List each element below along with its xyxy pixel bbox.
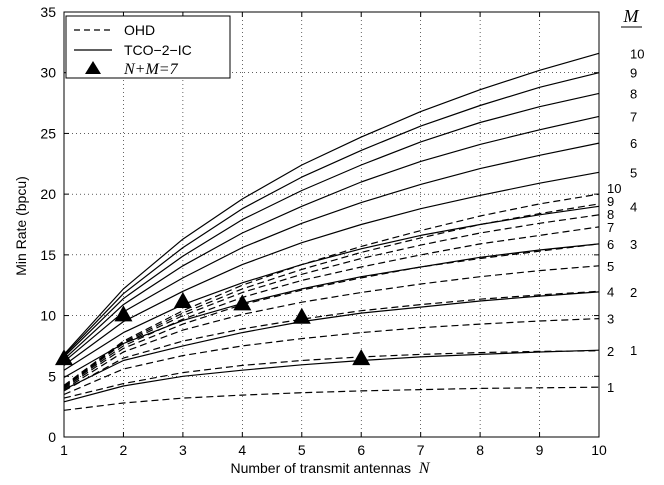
legend-triangle-icon <box>85 61 101 74</box>
tco-series-line-m3 <box>63 243 600 379</box>
ohd-series-line-m2 <box>63 350 600 399</box>
right-axis-header: M <box>623 6 640 26</box>
triangle-marker <box>292 307 311 324</box>
x-tick-label: 1 <box>60 442 68 458</box>
tco-series-line-m8 <box>63 92 600 358</box>
tco-series-line-m4 <box>63 205 600 371</box>
plot-frame <box>63 11 600 438</box>
tco-m-label: 4 <box>630 199 637 214</box>
ohd-m-label: 1 <box>607 380 614 395</box>
x-tick-label: 5 <box>298 442 306 458</box>
legend-tco-label: TCO−2−IC <box>124 42 192 58</box>
tco-m-label: 10 <box>630 46 644 61</box>
tco-m-label: 7 <box>630 109 637 124</box>
tco-m-label: 2 <box>630 285 637 300</box>
triangle-marker <box>114 305 133 322</box>
y-tick-label: 0 <box>48 429 56 445</box>
ohd-series-line-m1 <box>63 386 600 411</box>
triangle-marker <box>352 349 371 366</box>
ohd-m-label: 2 <box>607 344 614 359</box>
x-tick-label: 2 <box>120 442 128 458</box>
tco-m-label: 3 <box>630 237 637 252</box>
triangle-marker <box>173 292 192 308</box>
series-layer <box>63 52 600 411</box>
ohd-m-label: 4 <box>607 284 614 299</box>
y-axis-label: Min Rate (bpcu) <box>13 176 29 276</box>
y-tick-label: 10 <box>40 308 56 324</box>
ohd-m-label: 9 <box>607 194 614 209</box>
y-tick-label: 5 <box>48 368 56 384</box>
x-tick-label: 10 <box>591 442 607 458</box>
y-tick-label: 30 <box>40 65 56 81</box>
ohd-m-label: 10 <box>607 181 621 196</box>
y-tick-label: 35 <box>40 4 56 20</box>
ohd-series-line-m6 <box>63 243 600 389</box>
ohd-m-label: 5 <box>607 259 614 274</box>
y-tick-label: 20 <box>40 186 56 202</box>
x-axis-label: Number of transmit antennas N <box>230 460 430 477</box>
y-tick-label: 25 <box>40 125 56 141</box>
svg-text:Number of transmit antennas: Number of transmit antennas N <box>230 460 430 477</box>
x-axis-label-var: N <box>418 460 431 477</box>
legend: OHD TCO−2−IC N+M=7 <box>65 15 231 79</box>
ohd-series-line-m9 <box>63 203 600 387</box>
tco-series-line-m10 <box>63 52 600 355</box>
tco-series-line-m1 <box>63 349 600 403</box>
y-tick-label: 15 <box>40 247 56 263</box>
ohd-m-label: 6 <box>607 237 614 252</box>
tco-series-line-m6 <box>63 142 600 363</box>
ohd-m-label: 8 <box>607 207 614 222</box>
ohd-series-line-m5 <box>63 265 600 391</box>
tco-m-label: 9 <box>630 66 637 81</box>
x-axis-label-text: Number of transmit antennas <box>230 460 411 476</box>
ohd-m-label: 3 <box>607 312 614 327</box>
legend-ohd-label: OHD <box>124 22 155 38</box>
ohd-m-label: 7 <box>607 220 614 235</box>
x-tick-label: 4 <box>238 442 246 458</box>
triangle-marker <box>233 294 252 311</box>
tco-m-label: 1 <box>630 343 637 358</box>
ohd-series-line-m8 <box>63 214 600 388</box>
tco-series-line-m7 <box>63 115 600 360</box>
legend-marker-label: N+M=7 <box>123 61 179 78</box>
ohd-series-line-m10 <box>63 193 600 386</box>
x-tick-label: 9 <box>536 442 544 458</box>
tco-m-label: 6 <box>630 136 637 151</box>
x-tick-label: 6 <box>357 442 365 458</box>
x-tick-label: 8 <box>476 442 484 458</box>
tco-m-label: 5 <box>630 165 637 180</box>
tco-series-line-m9 <box>63 72 600 357</box>
x-tick-label: 3 <box>179 442 187 458</box>
ohd-series-line-m3 <box>63 318 600 396</box>
tco-m-label: 8 <box>630 86 637 101</box>
tco-series-line-m2 <box>63 291 600 391</box>
x-tick-label: 7 <box>417 442 425 458</box>
tco-series-line-m5 <box>63 171 600 366</box>
ohd-series-line-m4 <box>63 290 600 392</box>
marker-layer <box>55 292 371 366</box>
